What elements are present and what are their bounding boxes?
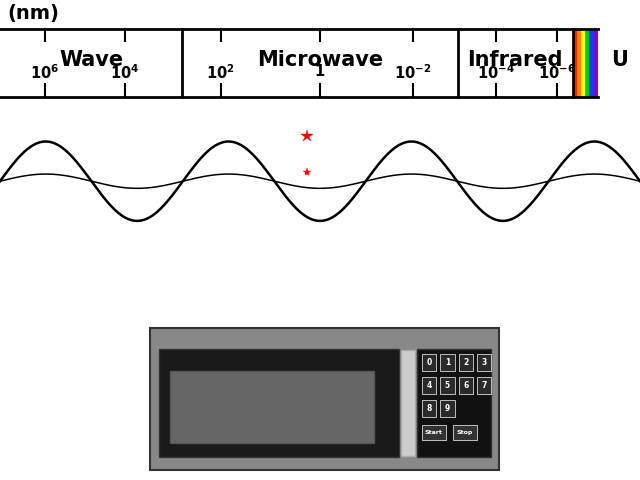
Bar	[477, 377, 492, 395]
Bar	[577, 28, 581, 97]
Bar	[422, 377, 436, 395]
Text: 4: 4	[426, 382, 431, 390]
Text: 8: 8	[426, 405, 431, 413]
Bar	[170, 371, 374, 443]
Text: 1: 1	[445, 359, 450, 367]
Text: 6: 6	[463, 382, 468, 390]
Bar	[594, 28, 598, 97]
Text: Microwave: Microwave	[257, 49, 383, 70]
Bar	[440, 400, 454, 418]
Bar	[440, 377, 454, 395]
Text: U: U	[611, 49, 628, 70]
Bar	[589, 28, 594, 97]
Text: (nm): (nm)	[8, 4, 60, 23]
Bar	[573, 28, 577, 97]
Text: 0: 0	[426, 359, 431, 367]
Bar	[581, 28, 585, 97]
Text: 7: 7	[481, 382, 487, 390]
Bar	[150, 328, 499, 470]
Bar	[452, 425, 477, 441]
Text: $\mathbf{10^{6}}$: $\mathbf{10^{6}}$	[30, 63, 60, 82]
Text: $\mathbf{10^{-2}}$: $\mathbf{10^{-2}}$	[394, 63, 431, 82]
Text: Stop: Stop	[457, 430, 473, 435]
Bar	[417, 349, 491, 457]
Text: 3: 3	[481, 359, 487, 367]
Text: 2: 2	[463, 359, 468, 367]
Text: Start: Start	[425, 430, 443, 435]
Bar	[401, 350, 415, 456]
Text: $\mathbf{10^{2}}$: $\mathbf{10^{2}}$	[207, 63, 235, 82]
Text: Wave: Wave	[60, 49, 124, 70]
Text: 9: 9	[445, 405, 450, 413]
Bar	[477, 354, 492, 372]
Text: $\mathbf{10^{-4}}$: $\mathbf{10^{-4}}$	[477, 63, 515, 82]
Text: Infrared: Infrared	[467, 49, 563, 70]
Bar	[159, 349, 399, 457]
Bar	[422, 400, 436, 418]
Text: $\mathbf{10^{-6}}$: $\mathbf{10^{-6}}$	[538, 63, 575, 82]
Bar	[422, 354, 436, 372]
Bar	[440, 354, 454, 372]
Text: $\mathbf{1}$: $\mathbf{1}$	[314, 63, 326, 79]
Text: $\mathbf{10^{4}}$: $\mathbf{10^{4}}$	[110, 63, 140, 82]
Bar	[458, 354, 473, 372]
Bar	[458, 377, 473, 395]
Bar	[585, 28, 589, 97]
Bar	[422, 425, 446, 441]
Text: 5: 5	[445, 382, 450, 390]
